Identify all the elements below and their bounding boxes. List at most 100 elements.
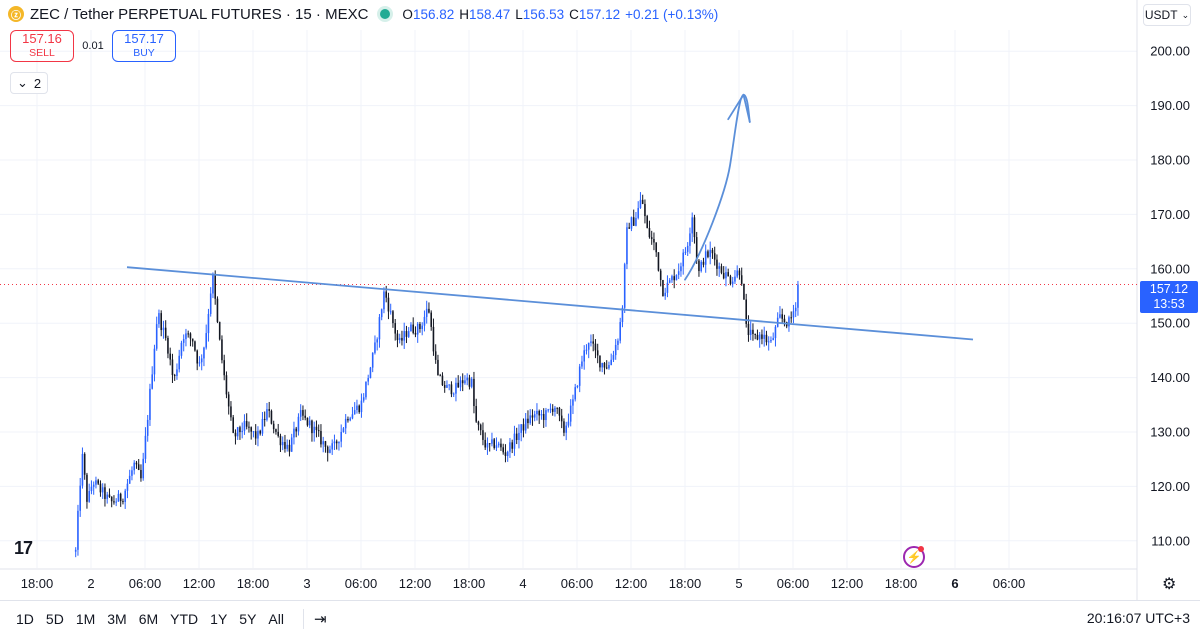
candle <box>549 403 552 414</box>
candle <box>414 326 417 338</box>
range-1y-button[interactable]: 1Y <box>210 611 228 627</box>
candle <box>293 421 295 445</box>
time-gridlines <box>36 30 1010 568</box>
candle <box>164 320 167 341</box>
candle <box>644 199 646 224</box>
candle <box>99 480 102 497</box>
candle <box>572 394 574 415</box>
candle <box>677 263 680 280</box>
sell-button[interactable]: 157.16 SELL <box>10 30 74 62</box>
candle <box>763 326 765 347</box>
currency-selector[interactable]: USDT ⌄ <box>1143 4 1191 26</box>
time-tick-label: 3 <box>303 576 310 591</box>
candle <box>149 383 151 426</box>
candle <box>79 477 81 517</box>
candle <box>749 321 752 341</box>
candle <box>486 437 489 455</box>
range-1m-button[interactable]: 1M <box>75 611 96 627</box>
candle <box>297 413 300 436</box>
trendline[interactable] <box>126 266 974 341</box>
arrowhead[interactable] <box>727 93 751 123</box>
time-tick-label: 06:00 <box>345 576 378 591</box>
candle <box>196 349 198 371</box>
candle <box>180 340 183 359</box>
goto-date-icon[interactable]: ⇥ <box>313 611 327 628</box>
bottom-toolbar: 1D 5D 1M 3M 6M YTD 1Y 5Y All ⇥ 20:16:07 … <box>0 600 1200 637</box>
close-value: 157.12 <box>578 6 621 22</box>
candle <box>653 232 655 251</box>
candle <box>497 441 500 448</box>
candle <box>97 478 99 486</box>
clock-readout[interactable]: 20:16:07 UTC+3 <box>1086 610 1190 626</box>
candle <box>151 366 153 390</box>
candle <box>662 279 664 297</box>
candle <box>416 322 419 343</box>
candle <box>252 431 255 438</box>
indicator-count: 2 <box>33 75 42 91</box>
candle <box>554 405 556 417</box>
price-tick-label: 170.00 <box>1150 207 1190 222</box>
indicators-toggle[interactable]: ⌄ 2 <box>10 72 49 94</box>
candle <box>81 447 84 489</box>
buy-button[interactable]: 157.17 BUY <box>112 30 176 62</box>
candle <box>347 416 349 423</box>
range-all-button[interactable]: All <box>268 611 284 627</box>
lightning-icon[interactable]: ⚡ <box>903 546 925 568</box>
sell-price: 157.16 <box>22 31 62 46</box>
candle <box>299 404 302 421</box>
candle <box>781 308 783 324</box>
candle <box>756 329 759 341</box>
tradingview-logo-icon[interactable]: 17 <box>14 538 33 558</box>
candle <box>95 476 97 489</box>
candle <box>333 434 336 450</box>
low-value: 156.53 <box>522 6 565 22</box>
time-axis[interactable]: 18:00 2 06:00 12:00 18:00 3 06:00 12:00 18:00 4 06… <box>21 576 1026 591</box>
range-5d-button[interactable]: 5D <box>45 611 64 627</box>
price-tick-label: 130.00 <box>1150 425 1190 440</box>
range-1d-button[interactable]: 1D <box>16 611 34 627</box>
candle <box>77 504 79 556</box>
candle <box>117 490 120 502</box>
user-drawings[interactable] <box>126 93 974 341</box>
candle <box>711 247 714 259</box>
symbol-title[interactable]: ZEC / Tether PERPETUAL FUTURES · 15 · ME… <box>30 5 369 23</box>
candle <box>92 481 95 495</box>
candle <box>340 424 342 448</box>
candle <box>263 411 266 427</box>
projection-arrow-path[interactable] <box>684 93 751 281</box>
candle <box>524 413 527 434</box>
candle <box>547 408 549 413</box>
candle <box>419 321 421 333</box>
candle <box>673 269 675 289</box>
candle <box>239 425 241 440</box>
candle <box>740 267 743 286</box>
candle <box>198 356 201 367</box>
candle <box>731 276 734 288</box>
time-tick-label: 18:00 <box>885 576 918 591</box>
candle <box>279 433 282 452</box>
candle <box>245 413 248 430</box>
range-3m-button[interactable]: 3M <box>107 611 127 627</box>
candle <box>509 438 511 458</box>
candle <box>515 427 518 445</box>
range-6m-button[interactable]: 6M <box>138 611 159 627</box>
candle <box>540 410 543 420</box>
price-axis[interactable]: 110.00 120.00 130.00 140.00 150.00 160.00 170.… <box>1150 44 1190 549</box>
candle <box>797 280 799 316</box>
time-tick-label: 12:00 <box>183 576 216 591</box>
candle <box>623 262 626 314</box>
candle <box>511 439 513 454</box>
candle <box>617 338 619 351</box>
candle <box>675 274 678 281</box>
candle <box>115 498 117 507</box>
candle <box>144 427 147 464</box>
candle <box>315 420 318 438</box>
range-5y-button[interactable]: 5Y <box>239 611 257 627</box>
candle <box>502 443 504 455</box>
candle <box>477 420 480 431</box>
candle <box>167 335 169 359</box>
gear-icon[interactable]: ⚙ <box>1162 576 1177 593</box>
candle <box>311 419 313 442</box>
range-ytd-button[interactable]: YTD <box>170 611 199 627</box>
